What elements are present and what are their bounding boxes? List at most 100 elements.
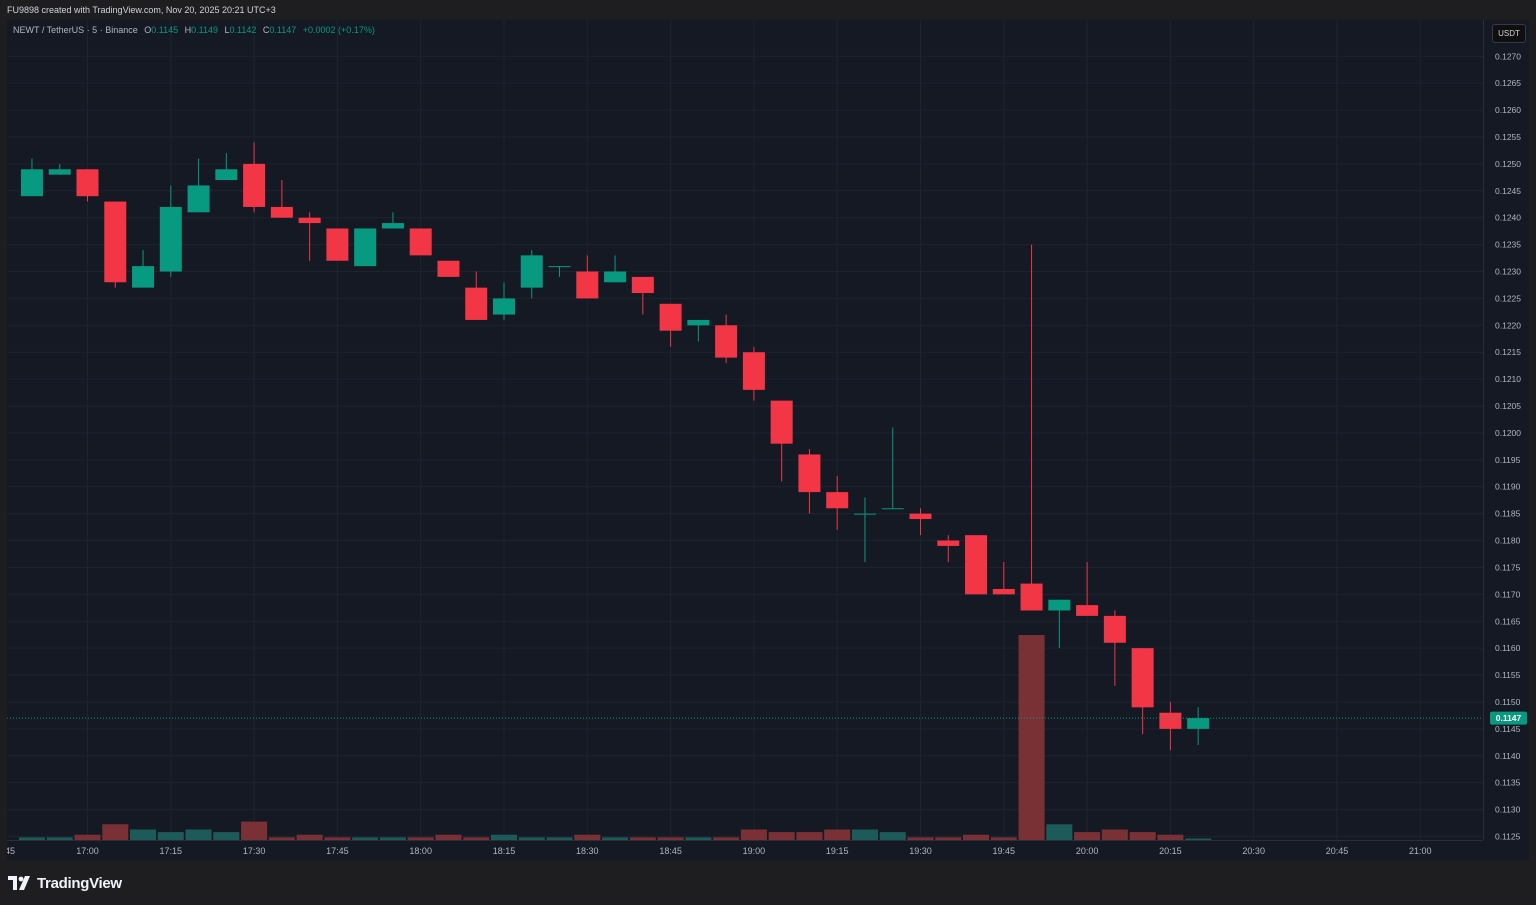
y-tick-label: 0.1175 [1495,562,1521,572]
candle-body [159,206,182,272]
x-tick-label: 19:15 [826,846,849,856]
y-tick-label: 0.1155 [1495,670,1521,680]
x-tick-label: 19:00 [743,846,766,856]
y-tick-label: 0.1190 [1495,482,1521,492]
y-tick-label: 0.1170 [1495,589,1521,599]
volume-bar [435,834,462,840]
close-label: C [262,25,270,35]
volume-bar [851,829,878,840]
candle-body [659,303,682,331]
candle-body [1020,583,1043,611]
y-tick-label: 0.1265 [1495,78,1521,88]
chart-credit: FU9898 created with TradingView.com, Nov… [7,5,276,15]
candle-body [1159,712,1182,729]
candle-body [881,508,904,510]
candle-body [354,228,377,267]
candle-body [76,169,99,197]
x-tick-label: 20:30 [1242,846,1265,856]
x-tick-label: 20:15 [1159,846,1182,856]
volume-bar [518,837,545,840]
candle-body [576,271,599,299]
x-tick-label: 17:45 [326,846,349,856]
volume-bar [102,824,129,840]
y-tick-label: 0.1130 [1495,805,1521,815]
volume-bar [18,837,45,840]
volume-bar [935,837,962,840]
candle-body [770,400,793,444]
volume-bar [963,834,990,840]
y-tick-label: 0.1165 [1495,616,1521,626]
tradingview-logo[interactable]: TradingView [8,874,122,892]
candle-body [132,266,155,288]
volume-bar [491,834,517,840]
volume-bar [1157,834,1184,840]
candle-body [215,169,238,181]
change-value: +0.0002 (+0.17%) [302,25,375,35]
volume-bar [713,837,740,840]
x-tick-label: 21:00 [1409,846,1432,856]
high-label: H [184,25,192,35]
candle-body [1131,648,1154,708]
volume-bar [46,837,73,840]
tradingview-icon [8,876,30,890]
candle-body [715,325,738,358]
volume-bar [546,837,573,840]
volume-bar [352,837,379,840]
last-price-label: 0.1147 [1496,713,1522,723]
volume-bar [879,832,906,840]
y-tick-label: 0.1205 [1495,401,1521,411]
volume-bar [602,837,629,840]
x-tick-label: 19:30 [909,846,932,856]
volume-bar [324,837,351,840]
y-tick-label: 0.1270 [1495,51,1521,61]
candle-body [409,228,432,256]
y-tick-label: 0.1145 [1495,724,1521,734]
candle-body [270,206,293,218]
volume-bar [1185,838,1212,840]
candle-body [520,255,543,288]
candle-body [1187,718,1210,729]
x-tick-label: 17:30 [243,846,266,856]
volume-bar [213,832,240,840]
volume-bar [907,837,934,840]
x-tick-label-edge: 45 [7,846,15,856]
candle-body [853,513,876,515]
last-price-badge [1490,711,1527,725]
chart-pane[interactable]: 0.1125 0.1130 0.1135 0.1140 0.1145 0.1150 0.11… [7,20,1529,860]
volume-bar [157,832,184,840]
volume-bar [130,829,157,840]
x-tick-label: 20:00 [1076,846,1099,856]
volume-bar [296,834,323,840]
volume-bar [824,829,851,840]
candle-body [243,163,266,207]
x-tick-label: 18:15 [493,846,516,856]
candle-body [48,169,71,175]
y-tick-label: 0.1140 [1495,751,1521,761]
volume-bar [657,837,684,840]
candle-body [687,319,710,326]
volume-bar [796,832,823,840]
candle-body [548,266,571,268]
x-tick-label: 18:30 [576,846,599,856]
y-tick-label: 0.1255 [1495,132,1521,142]
volume-bar [685,837,712,840]
x-tick-label: 20:45 [1326,846,1349,856]
open-value: 0.1145 [151,25,179,35]
volume-bar [768,832,795,840]
y-tick-label: 0.1135 [1495,778,1521,788]
candle-body [493,298,515,315]
x-tick-label: 18:00 [409,846,432,856]
price-chart[interactable]: 0.1125 0.1130 0.1135 0.1140 0.1145 0.1150 0.11… [7,20,1529,860]
y-tick-label: 0.1240 [1495,213,1521,223]
y-tick-label: 0.1225 [1495,293,1521,303]
open-label: O [144,25,152,35]
candle-body [187,185,210,213]
y-tick-label: 0.1200 [1495,428,1521,438]
volume-bar [1046,824,1073,840]
candle-body [381,223,404,229]
y-tick-label: 0.1230 [1495,267,1521,277]
low-label: L [224,25,230,35]
symbol-name: NEWT / TetherUS · 5 · Binance [13,25,138,35]
y-tick-label: 0.1160 [1495,643,1521,653]
currency-button[interactable]: USDT [1492,24,1526,43]
